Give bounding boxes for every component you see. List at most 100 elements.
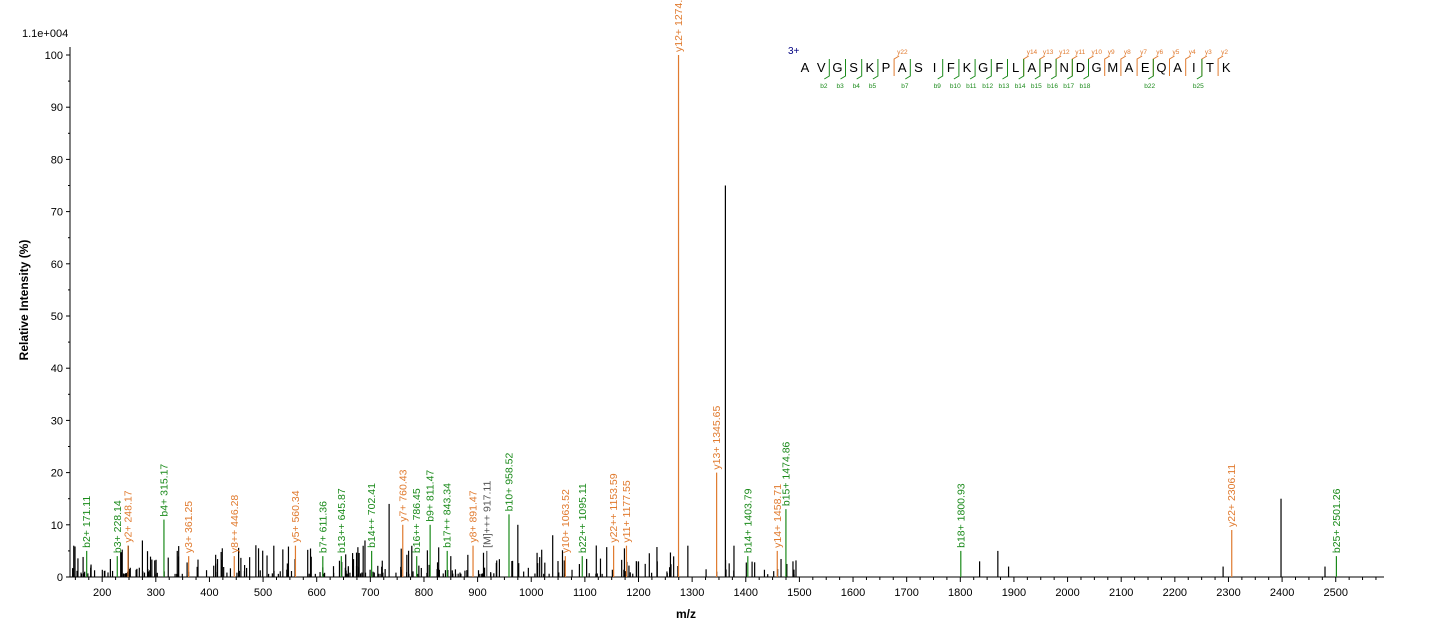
peak-label: b16++ 786.45 [411,488,423,553]
peak-label: y8++ 446.28 [229,495,241,554]
b-ion-bracket [953,59,960,80]
sequence-residue: F [947,60,955,75]
x-tick-label: 200 [93,587,111,599]
y-ion-label: y8 [1124,49,1131,56]
b-ion-label: b14 [1015,83,1026,90]
y-ion-label: y5 [1173,49,1180,56]
b-ion-bracket [1067,59,1073,80]
sequence-residue: V [817,60,826,75]
b-ion-bracket [1034,59,1041,80]
peak-label: b10+ 958.52 [503,453,515,512]
charge-state-label: 3+ [788,46,800,57]
sequence-residue: K [1222,60,1231,75]
y-ion-bracket [1185,55,1191,76]
intensity-scale-label: 1.1e+004 [22,28,68,40]
x-tick-label: 1600 [841,587,865,599]
axes-group: 0 10 20 30 40 50 60 70 80 90 100 200 300 400 500 600 700… [45,47,1384,599]
x-tick-label: 600 [308,587,326,599]
x-tick-label: 1200 [626,587,650,599]
peak-label: b7+ 611.36 [317,501,329,553]
sequence-residue: I [933,60,937,75]
peak-label: y5+ 560.34 [290,490,302,542]
y-tick-label: 70 [51,207,63,219]
y-ion-bracket [1120,55,1127,76]
y-tick-label: 80 [51,154,63,166]
x-axis-title: m/z [676,607,696,621]
sequence-residue: D [1076,60,1085,75]
y-ion-label: y9 [1108,49,1115,56]
peak-label: b2+ 171.11 [81,496,93,548]
y-tick-label: 30 [51,415,63,427]
x-tick-label: 400 [200,587,218,599]
x-tick-label: 1400 [734,587,758,599]
y-ion-label: y12 [1059,49,1070,56]
sequence-residue: A [801,60,810,75]
sequence-residue: K [963,60,972,75]
b-ion-bracket [872,59,879,80]
sequence-residue: I [1192,60,1196,75]
peak-label: b25+ 2501.26 [1331,488,1343,553]
peak-label: b14+ 1403.79 [742,488,754,553]
peak-label: y7+ 760.43 [397,469,409,521]
y-tick-label: 50 [51,311,63,323]
x-tick-label: 800 [415,587,433,599]
y-ion-label: y22 [897,49,908,56]
y-axis-title: Relative Intensity (%) [17,240,31,361]
b-ion-label: b5 [869,83,877,90]
sequence-residue: A [1125,60,1134,75]
b-ion-bracket [1050,59,1057,80]
b-ion-bracket [1018,59,1025,80]
peak-label: y3+ 361.25 [183,501,195,553]
peak-label: y8+ 891.47 [468,490,480,542]
peak-label: b18+ 1800.93 [955,483,967,548]
sequence-residue: S [849,60,858,75]
y-tick-label: 40 [51,363,63,375]
b-ion-label: b17 [1063,83,1074,90]
y-tick-label: 10 [51,520,63,532]
y-tick-label: 20 [51,468,63,480]
x-tick-label: 2200 [1163,587,1187,599]
y-ion-label: y10 [1092,49,1103,56]
sequence-residue: N [1060,60,1069,75]
x-tick-label: 1900 [1002,587,1026,599]
peak-label: y22++ 1153.59 [608,473,620,542]
x-tick-label: 300 [147,587,165,599]
y-ion-bracket [1169,55,1175,76]
b-ion-label: b4 [853,83,861,90]
peak-label: [M]+++ 917.11 [481,481,493,548]
b-ion-bracket [1002,59,1008,80]
sequence-residue: G [832,60,842,75]
y-ion-label: y7 [1140,49,1147,56]
y-ion-bracket [1104,55,1110,76]
x-tick-label: 1800 [948,587,972,599]
b-ion-bracket [986,59,992,80]
sequence-residue: Q [1156,60,1166,75]
peak-label: y14+ 1458.71 [772,484,784,548]
peak-label: b3+ 228.14 [112,500,124,553]
sequence-residue: A [898,60,907,75]
b-ion-bracket [1196,59,1203,80]
y-ion-bracket [1136,55,1143,76]
y-ion-label: y3 [1205,49,1212,56]
sequence-residue: P [882,60,891,75]
b-ion-label: b12 [982,83,993,90]
y-ion-label: y4 [1189,49,1196,56]
x-tick-label: 1700 [894,587,918,599]
y-ion-label: y13 [1043,49,1054,56]
x-tick-label: 1500 [787,587,811,599]
b-ion-label: b13 [999,83,1010,90]
peak-label: b4+ 315.17 [158,464,170,517]
x-tick-label: 2400 [1270,587,1294,599]
peak-label: y11+ 1177.55 [621,480,633,543]
peak-label: b22++ 1095.11 [577,483,589,553]
x-tick-label: 2500 [1323,587,1347,599]
x-tick-label: 2100 [1109,587,1133,599]
b-ion-label: b7 [901,83,909,90]
y-ion-label: y6 [1156,49,1163,56]
x-tick-label: 900 [468,587,486,599]
sequence-residue: S [914,60,923,75]
y-ion-bracket [1217,55,1224,76]
sequence-residue: L [1012,60,1019,75]
